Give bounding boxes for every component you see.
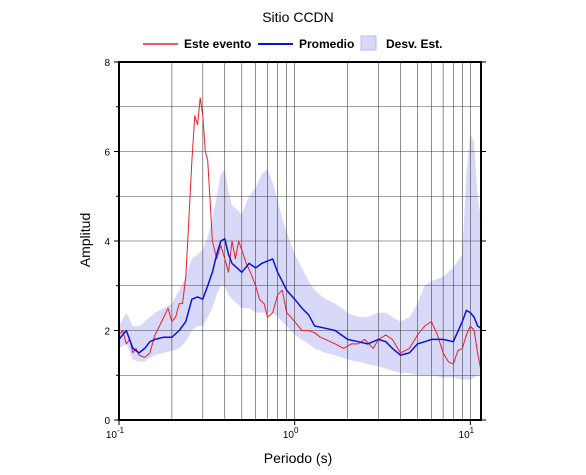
- legend-label-este-evento: Este evento: [184, 37, 251, 51]
- x-tick-label: 10-1: [106, 426, 125, 441]
- series-line-este-evento: [118, 97, 482, 371]
- legend-swatch-desv-est: [360, 35, 377, 51]
- x-tick-label: 100: [283, 426, 299, 441]
- chart-title: Sitio CCDN: [262, 9, 334, 25]
- x-axis: 10-1 100 101: [106, 420, 475, 441]
- std-dev-band: [119, 133, 481, 380]
- x-tick-label: 101: [459, 426, 475, 441]
- y-tick-label: 0: [104, 416, 110, 427]
- y-axis: 0 2 4 6 8: [104, 58, 486, 427]
- y-axis-label: Amplitud: [77, 213, 93, 267]
- x-axis-label: Periodo (s): [264, 450, 332, 466]
- y-tick-label: 8: [104, 58, 110, 69]
- y-tick-label: 4: [104, 237, 110, 248]
- legend-label-promedio: Promedio: [299, 37, 354, 51]
- y-tick-label: 2: [104, 327, 110, 338]
- y-tick-label: 6: [104, 148, 110, 159]
- series-line-promedio: [118, 238, 482, 356]
- legend: Este evento Promedio Desv. Est.: [143, 35, 442, 51]
- plot-area: 0 2 4 6 8 10-1 100 101: [104, 58, 486, 441]
- legend-label-desv-est: Desv. Est.: [386, 37, 442, 51]
